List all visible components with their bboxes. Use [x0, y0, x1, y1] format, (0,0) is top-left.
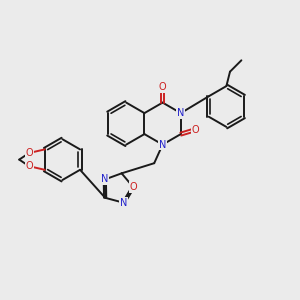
- Text: O: O: [25, 161, 33, 171]
- Text: O: O: [192, 124, 200, 135]
- Text: N: N: [101, 175, 109, 184]
- Text: N: N: [120, 198, 127, 208]
- Text: N: N: [177, 108, 184, 118]
- Text: N: N: [159, 140, 166, 150]
- Text: O: O: [159, 82, 167, 92]
- Text: O: O: [25, 148, 33, 158]
- Text: O: O: [129, 182, 137, 192]
